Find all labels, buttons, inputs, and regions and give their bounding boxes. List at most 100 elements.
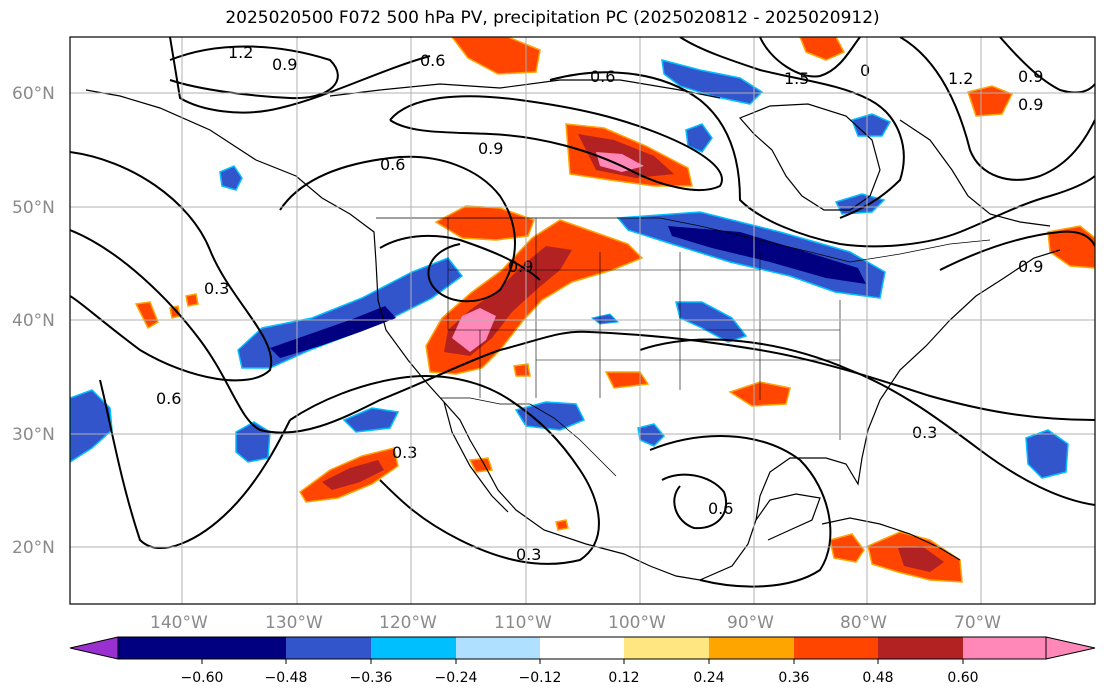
colorbar-segment bbox=[456, 637, 540, 659]
colorbar-segment bbox=[202, 637, 286, 659]
pv-contour-10 bbox=[389, 95, 723, 191]
coastline-labrador bbox=[899, 119, 1051, 227]
geography-lines bbox=[85, 79, 1061, 581]
pv-contour-17 bbox=[939, 230, 1095, 271]
lon-label: 110°W bbox=[494, 613, 552, 633]
colorbar-tick-label: 0.12 bbox=[608, 670, 639, 686]
pv-contour-12 bbox=[679, 37, 905, 219]
contour-label: 0.6 bbox=[380, 155, 405, 174]
pv-contour-4 bbox=[289, 375, 600, 565]
lat-label: 60°N bbox=[12, 84, 55, 104]
contour-label: 0.6 bbox=[590, 67, 615, 86]
pv-contour-1 bbox=[70, 151, 273, 382]
contour-label: 0.6 bbox=[420, 51, 445, 70]
colorbar-segment bbox=[878, 637, 963, 659]
pv-contour-11 bbox=[279, 155, 516, 303]
coastline-yucatan bbox=[755, 493, 821, 541]
negative-area-baja bbox=[342, 407, 400, 433]
border-us-canada bbox=[376, 217, 991, 263]
contour-label: 0.9 bbox=[1018, 67, 1043, 86]
pv-contour-9 bbox=[169, 37, 431, 114]
pv-contour-label-group: 1.2 0.9 0.6 0.6 1.5 0 1.2 0.9 0.9 0.6 0.… bbox=[156, 43, 1043, 564]
contour-label: 1.5 bbox=[784, 69, 809, 88]
contour-label: 0.9 bbox=[478, 139, 503, 158]
lat-label: 30°N bbox=[12, 425, 55, 445]
colorbar-segment bbox=[624, 637, 709, 659]
contour-label: 0.9 bbox=[272, 55, 297, 74]
graticule bbox=[70, 37, 1095, 604]
colorbar-min-extend bbox=[69, 636, 119, 660]
colorbar-segment bbox=[709, 637, 794, 659]
negative-area-hudson-b bbox=[834, 193, 886, 215]
positive-area-subtropical-pacific-dark bbox=[322, 460, 384, 490]
negative-area-atlantic bbox=[1025, 429, 1069, 479]
colorbar-segment bbox=[540, 637, 624, 659]
positive-area-yukon bbox=[451, 37, 541, 75]
positive-area-saskatchewan-core bbox=[596, 152, 644, 172]
coastline-cuba bbox=[821, 517, 961, 561]
longitude-labels: 140°W 130°W 120°W 110°W 100°W 90°W 80°W … bbox=[150, 613, 1001, 633]
lon-label: 100°W bbox=[608, 613, 666, 633]
colorbar-max-extend bbox=[1045, 636, 1096, 660]
colorbar-tick-label: −0.60 bbox=[181, 670, 224, 686]
contour-label: 0.3 bbox=[516, 545, 541, 564]
lon-label: 70°W bbox=[954, 613, 1001, 633]
pv-contour-18 bbox=[379, 234, 541, 281]
lon-label: 80°W bbox=[840, 613, 887, 633]
negative-area-gulf-alaska bbox=[219, 165, 243, 191]
colorbar: −0.60 −0.48 −0.36 −0.24 −0.12 0.12 0.24 … bbox=[69, 636, 1096, 686]
contour-label: 0 bbox=[860, 61, 870, 80]
colorbar-frame bbox=[117, 636, 1047, 660]
contour-label: 0.6 bbox=[708, 499, 733, 518]
contour-label: 0.9 bbox=[1018, 95, 1043, 114]
coastline-arctic bbox=[329, 79, 721, 99]
pv-contour-16 bbox=[999, 37, 1095, 94]
coastline-gulf bbox=[699, 249, 1061, 581]
positive-area-texas bbox=[604, 371, 650, 389]
map-title: 2025020500 F072 500 hPa PV, precipitatio… bbox=[225, 8, 880, 28]
pv-contour-15 bbox=[899, 37, 1095, 181]
negative-area-small-plains bbox=[590, 313, 620, 325]
precip-shading bbox=[70, 37, 1095, 583]
coastline-hudson bbox=[738, 103, 881, 211]
colorbar-segment bbox=[963, 637, 1046, 659]
contour-label: 1.2 bbox=[228, 43, 253, 62]
coastline-baja bbox=[443, 401, 509, 513]
colorbar-segment bbox=[371, 637, 456, 659]
pv-contour-7 bbox=[649, 435, 832, 588]
lat-label: 20°N bbox=[12, 538, 55, 558]
coastline-west bbox=[85, 89, 701, 581]
map-frame bbox=[69, 36, 1096, 605]
colorbar-tick-label: −0.24 bbox=[435, 670, 478, 686]
colorbar-segment bbox=[118, 637, 202, 659]
contour-label: 0.3 bbox=[204, 279, 229, 298]
pv-contour-6 bbox=[661, 473, 727, 530]
colorbar-tick-label: −0.48 bbox=[265, 670, 308, 686]
contour-label: 0.3 bbox=[392, 443, 417, 462]
contour-label: 0.9 bbox=[1018, 257, 1043, 276]
latitude-labels: 60°N 50°N 40°N 30°N 20°N bbox=[12, 84, 55, 558]
colorbar-tick-label: 0.60 bbox=[947, 670, 978, 686]
pv-contour-14 bbox=[759, 37, 861, 78]
lon-label: 130°W bbox=[265, 613, 323, 633]
colorbar-segment bbox=[286, 637, 371, 659]
contour-label: 0.9 bbox=[508, 257, 533, 276]
negative-core-great-lakes bbox=[668, 226, 866, 284]
positive-area-caribbean-dark bbox=[898, 546, 944, 572]
contour-label: 0.6 bbox=[156, 389, 181, 408]
colorbar-tick-label: 0.24 bbox=[693, 670, 724, 686]
pv-contours bbox=[70, 37, 1095, 588]
pv-contour-2 bbox=[70, 229, 1095, 434]
positive-area-mexico-small bbox=[468, 363, 569, 531]
negative-area-subtropical bbox=[235, 421, 271, 463]
positive-area-saskatchewan-dark bbox=[578, 134, 674, 178]
lon-label: 90°W bbox=[727, 613, 774, 633]
colorbar-tick-label: 0.48 bbox=[862, 670, 893, 686]
lon-label: 140°W bbox=[150, 613, 208, 633]
colorbar-tick-labels: −0.60 −0.48 −0.36 −0.24 −0.12 0.12 0.24 … bbox=[181, 670, 979, 686]
map-plot-area: 1.2 0.9 0.6 0.6 1.5 0 1.2 0.9 0.9 0.6 0.… bbox=[69, 36, 1096, 605]
pv-contour-5 bbox=[639, 338, 1095, 506]
negative-core-pacific bbox=[270, 306, 396, 358]
colorbar-tick-label: −0.12 bbox=[519, 670, 562, 686]
